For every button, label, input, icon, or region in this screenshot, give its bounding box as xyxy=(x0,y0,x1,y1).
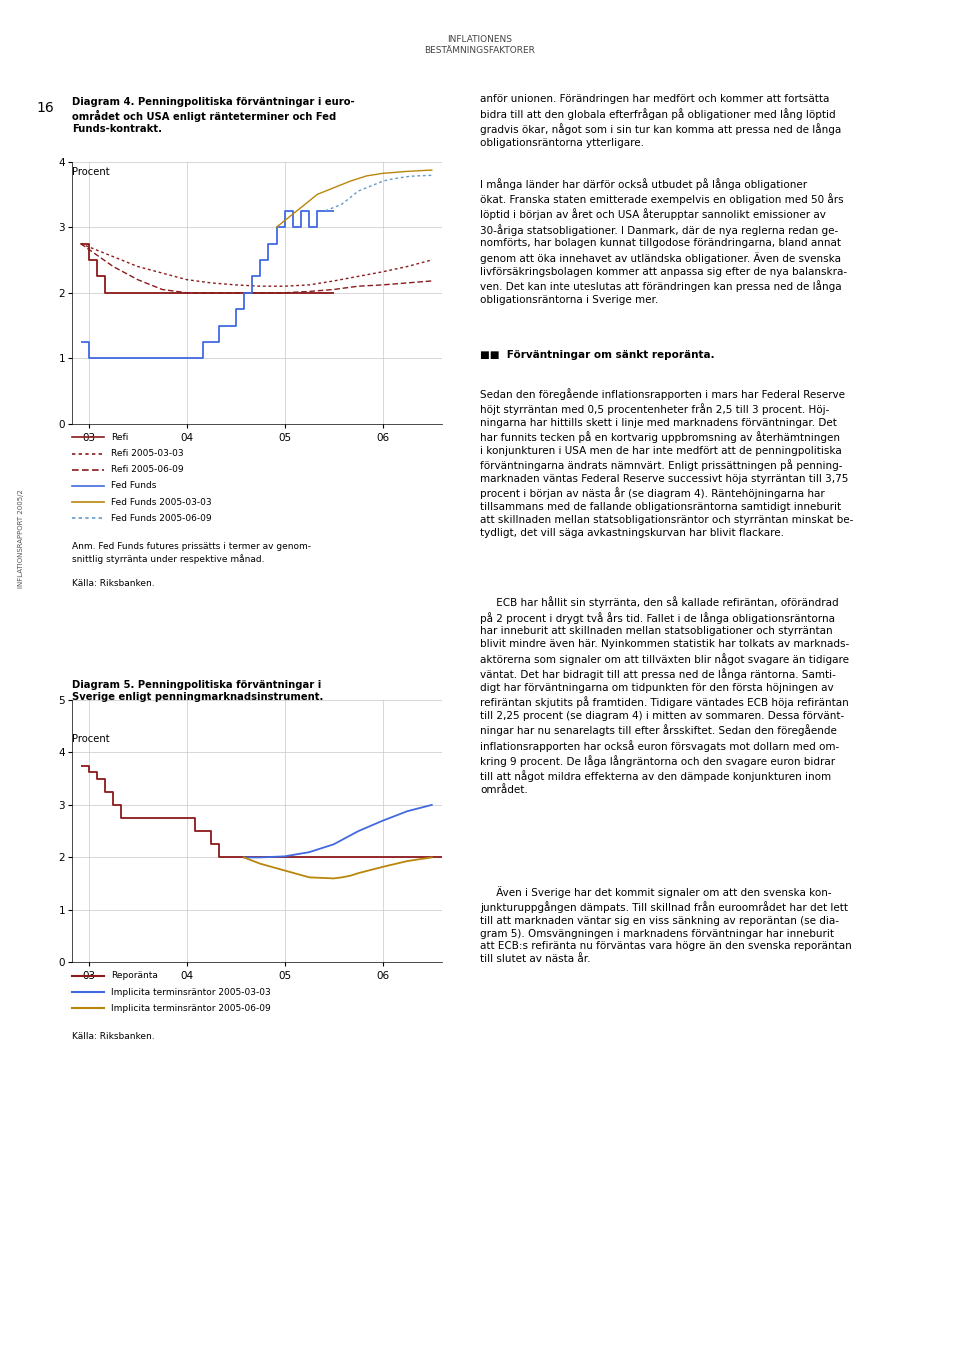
Text: INFLATIONENS: INFLATIONENS xyxy=(447,35,513,44)
Text: Diagram 5. Penningpolitiska förväntningar i
Sverige enligt penningmarknadsinstru: Diagram 5. Penningpolitiska förväntninga… xyxy=(72,680,324,703)
Text: Anm. Fed Funds futures prissätts i termer av genom-
snittlig styrränta under res: Anm. Fed Funds futures prissätts i terme… xyxy=(72,542,311,564)
Text: Implicita terminsräntor 2005-03-03: Implicita terminsräntor 2005-03-03 xyxy=(111,988,271,996)
Text: Även i Sverige har det kommit signaler om att den svenska kon-
junkturuppgången : Även i Sverige har det kommit signaler o… xyxy=(480,886,852,964)
Text: Procent: Procent xyxy=(72,734,109,743)
Text: Sedan den föregående inflationsrapporten i mars har Federal Reserve
höjt styrrän: Sedan den föregående inflationsrapporten… xyxy=(480,388,853,538)
Text: Diagram 4. Penningpolitiska förväntningar i euro-
området och USA enligt räntete: Diagram 4. Penningpolitiska förväntninga… xyxy=(72,97,354,135)
Text: Refi 2005-06-09: Refi 2005-06-09 xyxy=(111,466,184,474)
Text: 16: 16 xyxy=(36,101,54,114)
Text: Fed Funds 2005-06-09: Fed Funds 2005-06-09 xyxy=(111,514,212,522)
Text: Implicita terminsräntor 2005-06-09: Implicita terminsräntor 2005-06-09 xyxy=(111,1004,271,1012)
Text: Refi 2005-03-03: Refi 2005-03-03 xyxy=(111,450,184,458)
Text: Procent: Procent xyxy=(72,167,109,176)
Text: Källa: Riksbanken.: Källa: Riksbanken. xyxy=(72,579,155,588)
Text: Källa: Riksbanken.: Källa: Riksbanken. xyxy=(72,1032,155,1042)
Text: INFLATIONSRAPPORT 2005/2: INFLATIONSRAPPORT 2005/2 xyxy=(18,489,24,588)
Text: Reporänta: Reporänta xyxy=(111,972,158,980)
Text: I många länder har därför också utbudet på långa obligationer
ökat. Franska stat: I många länder har därför också utbudet … xyxy=(480,178,847,304)
Text: Fed Funds 2005-03-03: Fed Funds 2005-03-03 xyxy=(111,498,212,506)
Text: Refi: Refi xyxy=(111,433,129,441)
Text: ECB har hållit sin styrränta, den så kallade refiräntan, oförändrad
på 2 procent: ECB har hållit sin styrränta, den så kal… xyxy=(480,596,850,795)
Text: ■■  Förväntningar om sänkt reporänta.: ■■ Förväntningar om sänkt reporänta. xyxy=(480,350,714,359)
Text: BESTÄMNINGSFAKTORER: BESTÄMNINGSFAKTORER xyxy=(424,46,536,55)
Text: anför unionen. Förändringen har medfört och kommer att fortsätta
bidra till att : anför unionen. Förändringen har medfört … xyxy=(480,94,841,148)
Text: Fed Funds: Fed Funds xyxy=(111,482,156,490)
